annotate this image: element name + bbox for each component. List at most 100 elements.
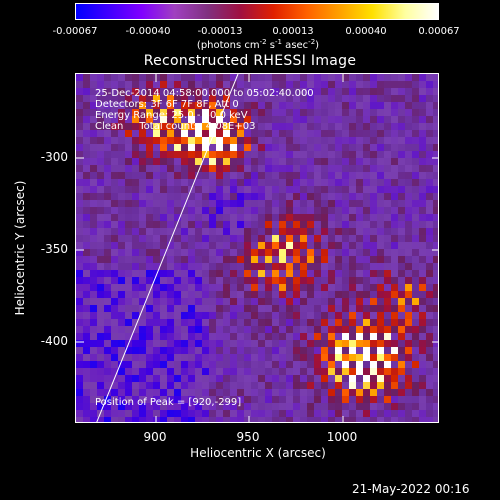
image-pixel (342, 102, 349, 109)
image-pixel (412, 116, 419, 123)
image-pixel (174, 354, 181, 361)
image-pixel (223, 109, 230, 116)
image-pixel (370, 81, 377, 88)
image-pixel (146, 249, 153, 256)
image-pixel (90, 270, 97, 277)
image-pixel (167, 417, 174, 422)
image-pixel (293, 284, 300, 291)
rhessi-image-plot (75, 73, 439, 423)
image-pixel (426, 291, 433, 298)
image-pixel (139, 193, 146, 200)
image-pixel (174, 130, 181, 137)
image-pixel (125, 305, 132, 312)
image-pixel (272, 284, 279, 291)
image-pixel (174, 326, 181, 333)
image-pixel (412, 382, 419, 389)
image-pixel (426, 340, 433, 347)
image-pixel (251, 158, 258, 165)
image-pixel (398, 81, 405, 88)
image-pixel (188, 263, 195, 270)
image-pixel (342, 249, 349, 256)
image-pixel (349, 74, 356, 81)
image-pixel (104, 221, 111, 228)
image-pixel (321, 221, 328, 228)
image-pixel (83, 291, 90, 298)
image-pixel (363, 200, 370, 207)
image-pixel (244, 298, 251, 305)
image-pixel (90, 319, 97, 326)
image-pixel (209, 95, 216, 102)
image-pixel (216, 312, 223, 319)
image-pixel (132, 228, 139, 235)
image-pixel (412, 74, 419, 81)
image-pixel (223, 130, 230, 137)
image-pixel (286, 340, 293, 347)
image-pixel (412, 102, 419, 109)
image-pixel (132, 81, 139, 88)
image-pixel (195, 116, 202, 123)
image-pixel (307, 144, 314, 151)
image-pixel (321, 193, 328, 200)
image-pixel (398, 326, 405, 333)
image-pixel (104, 298, 111, 305)
image-pixel (216, 347, 223, 354)
image-pixel (244, 144, 251, 151)
image-pixel (76, 396, 83, 403)
image-pixel (279, 172, 286, 179)
image-pixel (104, 158, 111, 165)
image-pixel (153, 88, 160, 95)
image-pixel (300, 130, 307, 137)
image-pixel (426, 298, 433, 305)
image-pixel (342, 291, 349, 298)
image-pixel (146, 207, 153, 214)
image-pixel (384, 319, 391, 326)
image-pixel (118, 207, 125, 214)
image-pixel (111, 242, 118, 249)
image-pixel (328, 123, 335, 130)
image-pixel (293, 312, 300, 319)
image-pixel (300, 144, 307, 151)
image-pixel (237, 347, 244, 354)
image-pixel (384, 410, 391, 417)
image-pixel (286, 417, 293, 422)
image-pixel (167, 193, 174, 200)
image-pixel (349, 354, 356, 361)
image-pixel (118, 291, 125, 298)
image-pixel (293, 109, 300, 116)
image-pixel (335, 116, 342, 123)
image-pixel (321, 319, 328, 326)
image-pixel (286, 172, 293, 179)
image-pixel (349, 340, 356, 347)
image-pixel (286, 312, 293, 319)
image-pixel (391, 403, 398, 410)
image-pixel (216, 130, 223, 137)
image-pixel (384, 137, 391, 144)
image-pixel (342, 137, 349, 144)
image-pixel (132, 270, 139, 277)
image-pixel (279, 228, 286, 235)
image-pixel (377, 410, 384, 417)
image-pixel (328, 347, 335, 354)
image-pixel (314, 389, 321, 396)
image-pixel (153, 158, 160, 165)
image-pixel (209, 305, 216, 312)
image-pixel (335, 95, 342, 102)
image-pixel (244, 312, 251, 319)
image-pixel (195, 312, 202, 319)
image-pixel (209, 417, 216, 422)
image-pixel (167, 158, 174, 165)
image-pixel (279, 88, 286, 95)
image-pixel (398, 109, 405, 116)
image-pixel (209, 186, 216, 193)
image-pixel (265, 305, 272, 312)
image-pixel (160, 403, 167, 410)
image-pixel (146, 172, 153, 179)
image-pixel (293, 361, 300, 368)
image-pixel (118, 319, 125, 326)
image-pixel (132, 137, 139, 144)
image-pixel (76, 158, 83, 165)
image-pixel (335, 382, 342, 389)
image-pixel (216, 200, 223, 207)
image-pixel (335, 207, 342, 214)
image-pixel (307, 193, 314, 200)
